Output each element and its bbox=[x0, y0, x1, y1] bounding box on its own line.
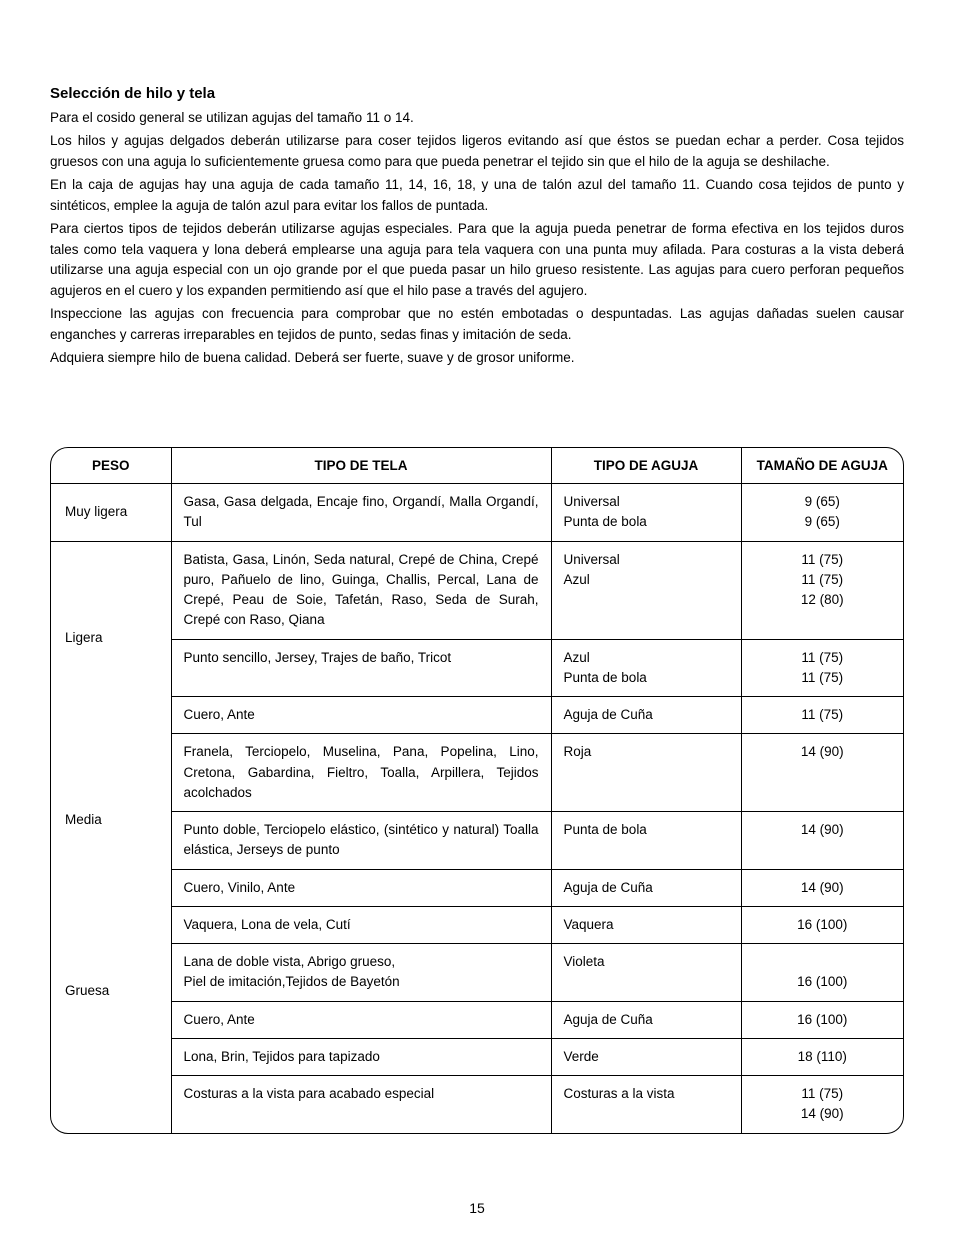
cell-peso: Ligera bbox=[51, 541, 171, 734]
paragraph: Para ciertos tipos de tejidos deberán ut… bbox=[50, 219, 904, 303]
cell-tam: 14 (90) bbox=[741, 734, 903, 812]
table-row: Punto sencillo, Jersey, Trajes de baño, … bbox=[51, 639, 903, 697]
table-row: Cuero, Ante Aguja de Cuña 16 (100) bbox=[51, 1001, 903, 1038]
cell-aguja: Vaquera bbox=[551, 906, 741, 943]
paragraph: En la caja de agujas hay una aguja de ca… bbox=[50, 175, 904, 217]
cell-aguja: Violeta bbox=[551, 944, 741, 1002]
section-title: Selección de hilo y tela bbox=[50, 85, 904, 102]
cell-peso: Gruesa bbox=[51, 906, 171, 1075]
cell-tam: 16 (100) bbox=[741, 1001, 903, 1038]
cell-aguja: Roja bbox=[551, 734, 741, 812]
cell-tela: Vaquera, Lona de vela, Cutí bbox=[171, 906, 551, 943]
table-row: Cuero, Ante Aguja de Cuña 11 (75) bbox=[51, 697, 903, 734]
cell-tam: 11 (75) bbox=[741, 697, 903, 734]
cell-tela: Punto doble, Terciopelo elástico, (sinté… bbox=[171, 812, 551, 870]
cell-tam: 14 (90) bbox=[741, 869, 903, 906]
paragraph: Para el cosido general se utilizan aguja… bbox=[50, 108, 904, 129]
table-row: Lana de doble vista, Abrigo grueso,Piel … bbox=[51, 944, 903, 1002]
table-row: Punto doble, Terciopelo elástico, (sinté… bbox=[51, 812, 903, 870]
cell-aguja: Costuras a la vista bbox=[551, 1076, 741, 1133]
cell-tam: 18 (110) bbox=[741, 1038, 903, 1075]
cell-tela: Lana de doble vista, Abrigo grueso,Piel … bbox=[171, 944, 551, 1002]
cell-aguja: UniversalPunta de bola bbox=[551, 484, 741, 542]
cell-tela: Franela, Terciopelo, Muselina, Pana, Pop… bbox=[171, 734, 551, 812]
cell-aguja: AzulPunta de bola bbox=[551, 639, 741, 697]
cell-tela: Punto sencillo, Jersey, Trajes de baño, … bbox=[171, 639, 551, 697]
cell-tam: 11 (75)11 (75)12 (80) bbox=[741, 541, 903, 639]
cell-tela: Cuero, Ante bbox=[171, 1001, 551, 1038]
paragraph: Adquiera siempre hilo de buena calidad. … bbox=[50, 348, 904, 369]
cell-tela: Gasa, Gasa delgada, Encaje fino, Organdí… bbox=[171, 484, 551, 542]
page-number: 15 bbox=[0, 1200, 954, 1216]
cell-tela: Cuero, Vinilo, Ante bbox=[171, 869, 551, 906]
paragraph: Los hilos y agujas delgados deberán util… bbox=[50, 131, 904, 173]
cell-peso bbox=[51, 1076, 171, 1133]
header-tam: TAMAÑO DE AGUJA bbox=[741, 448, 903, 484]
cell-tam: 11 (75)11 (75) bbox=[741, 639, 903, 697]
table-row: Cuero, Vinilo, Ante Aguja de Cuña 14 (90… bbox=[51, 869, 903, 906]
table-row: Muy ligera Gasa, Gasa delgada, Encaje fi… bbox=[51, 484, 903, 542]
table-row: Costuras a la vista para acabado especia… bbox=[51, 1076, 903, 1133]
cell-tam: 11 (75)14 (90) bbox=[741, 1076, 903, 1133]
cell-tela: Batista, Gasa, Linón, Seda natural, Crep… bbox=[171, 541, 551, 639]
cell-tam: 14 (90) bbox=[741, 812, 903, 870]
cell-tam: 16 (100) bbox=[741, 906, 903, 943]
cell-tela: Costuras a la vista para acabado especia… bbox=[171, 1076, 551, 1133]
header-peso: PESO bbox=[51, 448, 171, 484]
cell-tela: Cuero, Ante bbox=[171, 697, 551, 734]
cell-aguja: Aguja de Cuña bbox=[551, 869, 741, 906]
cell-tela: Lona, Brin, Tejidos para tapizado bbox=[171, 1038, 551, 1075]
cell-aguja: UniversalAzul bbox=[551, 541, 741, 639]
paragraph: Inspeccione las agujas con frecuencia pa… bbox=[50, 304, 904, 346]
cell-aguja: Aguja de Cuña bbox=[551, 1001, 741, 1038]
cell-aguja: Aguja de Cuña bbox=[551, 697, 741, 734]
cell-tam: 9 (65)9 (65) bbox=[741, 484, 903, 542]
cell-peso: Media bbox=[51, 734, 171, 907]
cell-aguja: Verde bbox=[551, 1038, 741, 1075]
table-row: Gruesa Vaquera, Lona de vela, Cutí Vaque… bbox=[51, 906, 903, 943]
header-aguja: TIPO DE AGUJA bbox=[551, 448, 741, 484]
cell-aguja: Punta de bola bbox=[551, 812, 741, 870]
table-row: Ligera Batista, Gasa, Linón, Seda natura… bbox=[51, 541, 903, 639]
cell-tam: 16 (100) bbox=[741, 944, 903, 1002]
table-row: Lona, Brin, Tejidos para tapizado Verde … bbox=[51, 1038, 903, 1075]
fabric-needle-table: PESO TIPO DE TELA TIPO DE AGUJA TAMAÑO D… bbox=[50, 447, 904, 1134]
table-row: Media Franela, Terciopelo, Muselina, Pan… bbox=[51, 734, 903, 812]
header-tela: TIPO DE TELA bbox=[171, 448, 551, 484]
cell-peso: Muy ligera bbox=[51, 484, 171, 542]
